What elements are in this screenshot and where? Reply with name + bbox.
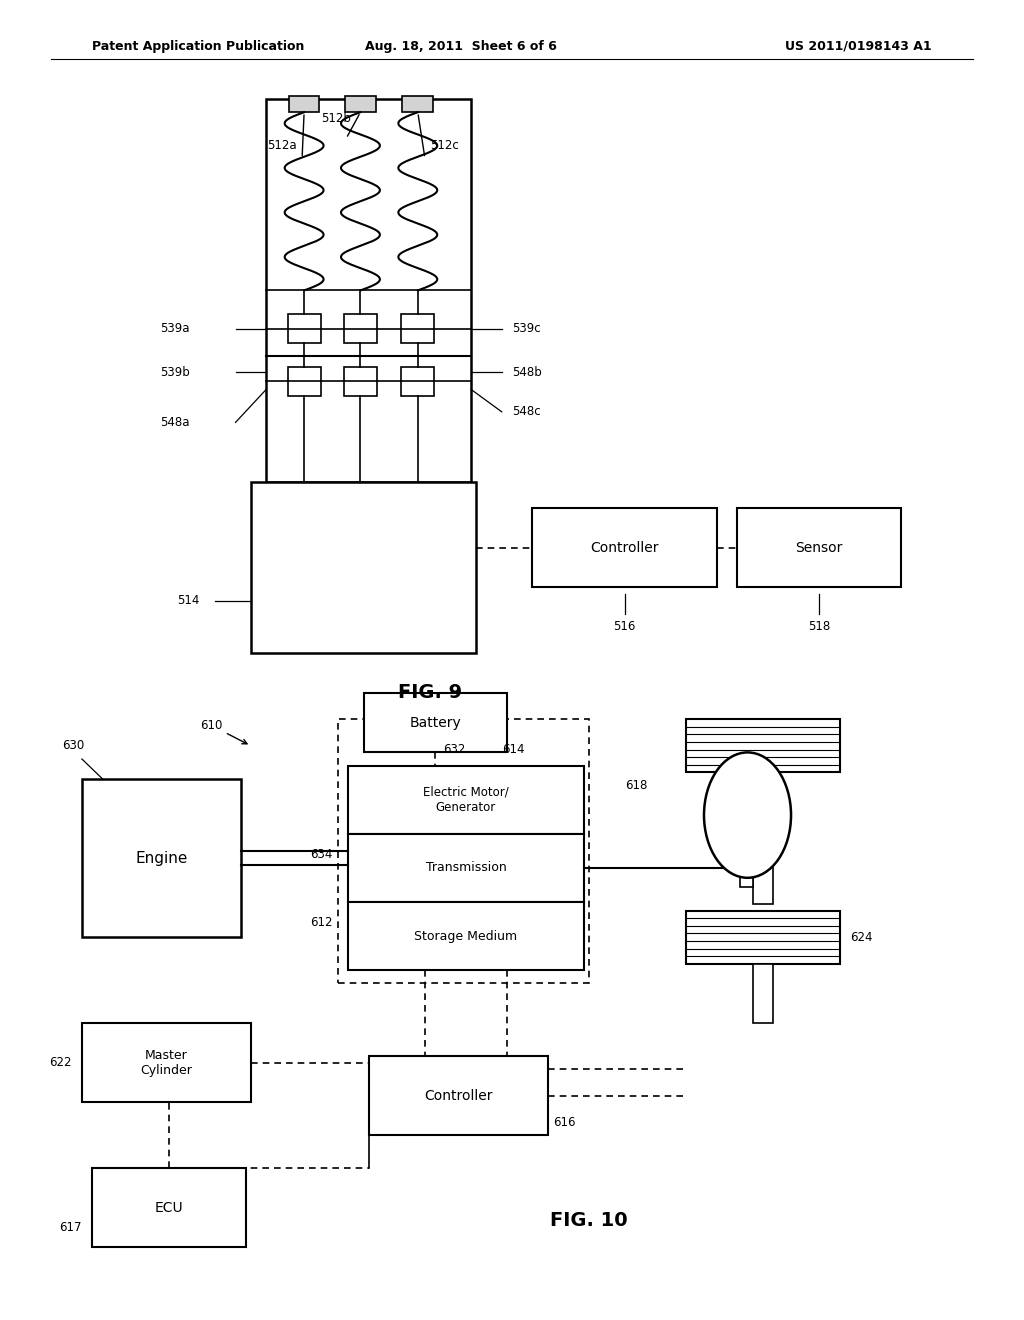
Bar [348,902,584,970]
Text: FIG. 9: FIG. 9 [398,684,462,702]
Text: US 2011/0198143 A1: US 2011/0198143 A1 [785,40,932,53]
Text: 634: 634 [310,849,333,861]
Text: 512c: 512c [430,139,459,152]
Text: 616: 616 [553,1115,575,1129]
Text: 548c: 548c [512,405,541,418]
Text: Aug. 18, 2011  Sheet 6 of 6: Aug. 18, 2011 Sheet 6 of 6 [365,40,557,53]
Text: Transmission: Transmission [426,862,506,874]
Bar [364,693,507,752]
Text: Electric Motor/
Generator: Electric Motor/ Generator [423,785,509,813]
Bar [288,314,321,343]
Bar [402,96,433,112]
Text: 610: 610 [200,718,247,743]
Bar [686,911,840,964]
Text: Battery: Battery [410,715,461,730]
Bar [532,508,717,587]
Bar [345,96,376,112]
Bar [737,508,901,587]
Bar [740,855,753,887]
Bar [748,796,760,828]
Bar [401,367,434,396]
Text: 618: 618 [625,779,647,792]
Ellipse shape [705,752,791,878]
Text: Storage Medium: Storage Medium [415,929,517,942]
Text: 630: 630 [62,739,85,752]
Text: 548a: 548a [160,416,189,429]
Text: Master
Cylinder: Master Cylinder [140,1048,193,1077]
Text: 632: 632 [443,743,466,756]
Text: 614: 614 [502,743,524,756]
Text: 617: 617 [59,1221,82,1234]
Text: Engine: Engine [135,850,187,866]
Bar [289,96,319,112]
Bar [348,766,584,834]
Bar [251,482,476,653]
Text: 622: 622 [49,1056,72,1069]
Bar [753,964,773,1023]
Bar [266,99,471,482]
Bar [348,834,584,902]
Bar [92,1168,246,1247]
Text: 512a: 512a [267,139,296,152]
Text: Sensor: Sensor [796,541,843,554]
Bar [344,314,377,343]
Bar [740,796,753,828]
Text: Patent Application Publication: Patent Application Publication [92,40,304,53]
Bar [753,772,773,904]
Text: ECU: ECU [155,1201,183,1214]
Text: 539b: 539b [160,366,189,379]
Text: Controller: Controller [424,1089,493,1102]
Bar [82,1023,251,1102]
Bar [82,779,241,937]
Bar [401,314,434,343]
Text: 612: 612 [310,916,333,929]
Text: Controller: Controller [591,541,658,554]
Bar [288,367,321,396]
Bar [686,719,840,772]
Bar [369,1056,548,1135]
Text: 512b: 512b [321,112,351,125]
Text: FIG. 10: FIG. 10 [550,1212,628,1230]
Text: 539c: 539c [512,322,541,335]
Text: 516: 516 [613,620,636,634]
Text: 518: 518 [808,620,830,634]
Text: 514: 514 [177,594,200,607]
Bar [338,719,589,983]
Text: 624: 624 [850,931,872,944]
Text: 548b: 548b [512,366,542,379]
Text: 539a: 539a [160,322,189,335]
Bar [344,367,377,396]
